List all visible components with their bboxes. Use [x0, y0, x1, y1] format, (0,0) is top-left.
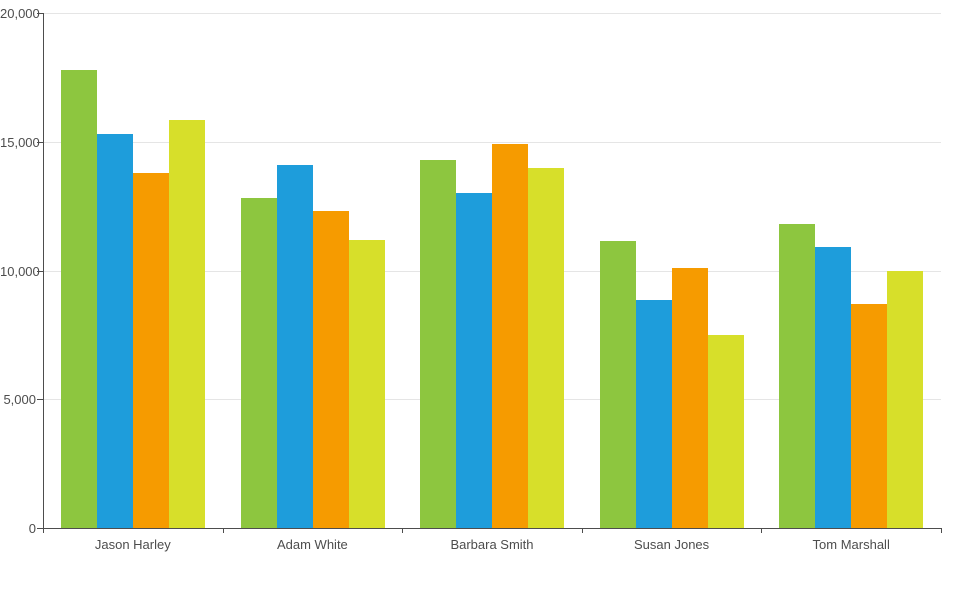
- bar-series-2-susan-jones[interactable]: [635, 300, 672, 528]
- x-axis-tick: [43, 529, 44, 533]
- y-axis-tick: [37, 528, 43, 529]
- bar-series-3-barbara-smith[interactable]: [492, 144, 529, 528]
- y-axis-label: 0: [28, 521, 36, 536]
- y-axis-label: 5,000: [3, 392, 36, 408]
- bar-series-4-tom-marshall[interactable]: [887, 270, 924, 528]
- y-axis-tick: [37, 13, 43, 14]
- x-axis-line: [43, 528, 942, 529]
- bar-series-4-susan-jones[interactable]: [707, 334, 744, 528]
- y-axis-line: [43, 13, 44, 528]
- bar-series-3-jason-harley[interactable]: [133, 172, 169, 528]
- x-axis-tick: [761, 529, 763, 533]
- bar-series-2-adam-white[interactable]: [276, 164, 313, 528]
- y-axis-label: 20,000: [0, 6, 40, 21]
- x-axis-label-tom-marshall: Tom Marshall: [812, 537, 890, 552]
- y-axis-tick: [37, 270, 43, 272]
- y-axis-tick: [37, 141, 43, 143]
- bar-series-1-susan-jones[interactable]: [599, 240, 636, 528]
- bar-series-4-adam-white[interactable]: [348, 239, 385, 528]
- bar-series-2-jason-harley[interactable]: [97, 134, 133, 528]
- y-axis-tick: [37, 399, 43, 401]
- gridline-15000: [43, 141, 941, 143]
- x-axis-label-barbara-smith: Barbara Smith: [450, 537, 534, 552]
- bar-series-2-barbara-smith[interactable]: [456, 193, 493, 528]
- y-axis-label: 15,000: [0, 134, 40, 150]
- x-axis-label-susan-jones: Susan Jones: [634, 537, 710, 552]
- x-axis-tick: [941, 529, 942, 533]
- bar-series-3-susan-jones[interactable]: [671, 267, 708, 528]
- x-axis-label-jason-harley: Jason Harley: [94, 537, 171, 552]
- y-axis-label: 10,000: [0, 263, 40, 279]
- bar-series-1-adam-white[interactable]: [240, 198, 277, 528]
- x-axis-tick: [222, 529, 224, 533]
- gridline-20000: [43, 13, 941, 14]
- bar-series-1-tom-marshall[interactable]: [779, 224, 816, 528]
- x-axis-tick: [402, 529, 404, 533]
- bar-series-2-tom-marshall[interactable]: [815, 247, 852, 528]
- bar-series-3-tom-marshall[interactable]: [851, 303, 888, 528]
- x-axis-tick: [581, 529, 583, 533]
- bar-series-4-barbara-smith[interactable]: [528, 167, 565, 528]
- bar-series-1-jason-harley[interactable]: [61, 69, 97, 528]
- bar-series-1-barbara-smith[interactable]: [420, 159, 457, 528]
- bar-series-4-jason-harley[interactable]: [169, 119, 205, 528]
- bar-series-3-adam-white[interactable]: [312, 211, 349, 528]
- x-axis-label-adam-white: Adam White: [276, 537, 348, 552]
